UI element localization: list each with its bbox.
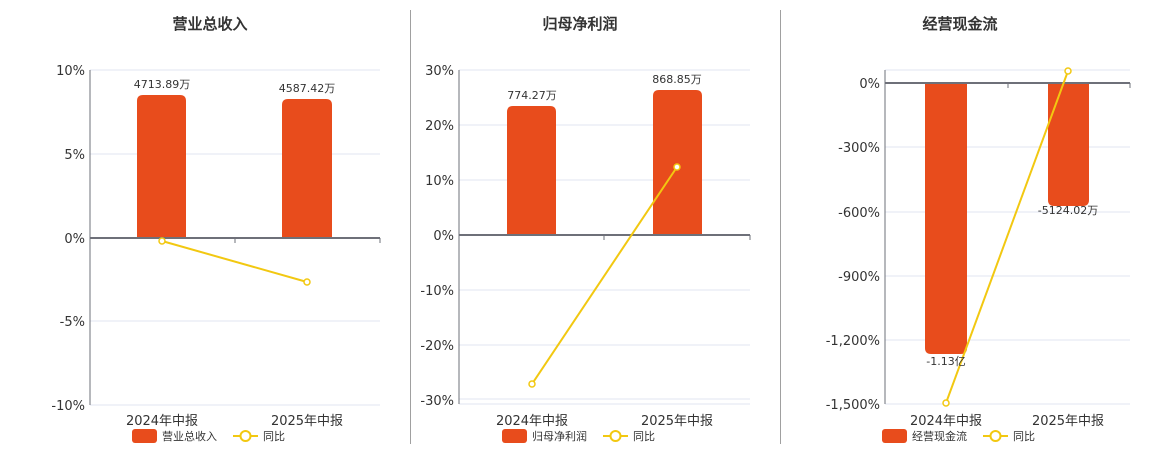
svg-text:30%: 30% — [425, 64, 454, 79]
bar-value-label: 4587.42万 — [279, 82, 336, 95]
yoy-point[interactable] — [673, 163, 681, 171]
chart-title: 营业总收入 — [172, 15, 247, 33]
legend-line-swatch — [609, 430, 622, 442]
svg-text:-10%: -10% — [420, 284, 454, 299]
bar-value-label: -1.13亿 — [926, 355, 965, 368]
yoy-point[interactable] — [1064, 67, 1072, 75]
bar-value-label: 868.85万 — [652, 73, 702, 86]
panel-divider — [410, 10, 411, 444]
bar-2025[interactable] — [1048, 83, 1089, 206]
chart-panel-revenue: 营业总收入 10% 5% 0% -5% -10% 4713.89万 4587.4… — [0, 0, 400, 450]
legend-bar-label: 归母净利润 — [532, 429, 587, 443]
revenue-chart: 营业总收入 10% 5% 0% -5% -10% 4713.89万 4587.4… — [51, 15, 381, 443]
legend[interactable]: 营业总收入 同比 — [132, 429, 285, 443]
svg-text:-30%: -30% — [420, 394, 454, 409]
svg-text:0%: 0% — [433, 229, 454, 244]
chart-panel-net-profit: 归母净利润 30% 20% 10% 0% -10% -20% -30% 774.… — [420, 15, 751, 443]
legend-bar-swatch — [132, 429, 157, 443]
bar-2024[interactable] — [507, 106, 556, 235]
x-category-label: 2025年中报 — [1032, 414, 1104, 429]
y-tick-labels: 30% 20% 10% 0% -10% -20% -30% — [420, 64, 454, 409]
svg-text:0%: 0% — [64, 232, 85, 247]
svg-text:5%: 5% — [64, 148, 85, 163]
net-profit-chart: 归母净利润 30% 20% 10% 0% -10% -20% -30% 774.… — [420, 15, 751, 443]
svg-text:-600%: -600% — [838, 206, 880, 221]
svg-text:0%: 0% — [859, 77, 880, 92]
svg-text:10%: 10% — [56, 64, 85, 79]
svg-text:20%: 20% — [425, 119, 454, 134]
legend[interactable]: 经营现金流 同比 — [882, 429, 1035, 443]
svg-text:-10%: -10% — [51, 399, 85, 414]
yoy-point[interactable] — [528, 380, 536, 388]
bar-2024[interactable] — [925, 83, 967, 354]
legend-bar-swatch — [882, 429, 907, 443]
panel-divider — [780, 10, 781, 444]
legend-bar-label: 经营现金流 — [912, 429, 967, 443]
x-category-label: 2024年中报 — [126, 414, 198, 429]
yoy-point[interactable] — [942, 399, 950, 407]
x-category-label: 2024年中报 — [910, 414, 982, 429]
svg-text:-900%: -900% — [838, 270, 880, 285]
legend-bar-swatch — [502, 429, 527, 443]
legend-line-label: 同比 — [1013, 430, 1035, 443]
yoy-point[interactable] — [303, 278, 311, 286]
legend[interactable]: 归母净利润 同比 — [502, 429, 655, 443]
bar-2025[interactable] — [282, 99, 332, 238]
x-category-label: 2025年中报 — [641, 414, 713, 429]
legend-line-label: 同比 — [633, 430, 655, 443]
x-category-label: 2025年中报 — [271, 414, 343, 429]
svg-text:-5%: -5% — [60, 315, 85, 330]
y-tick-labels: 10% 5% 0% -5% -10% — [51, 64, 85, 414]
yoy-point[interactable] — [158, 237, 166, 245]
bar-2025[interactable] — [653, 90, 702, 235]
svg-text:-1,500%: -1,500% — [826, 398, 880, 413]
legend-line-swatch — [989, 430, 1002, 442]
yoy-line — [945, 70, 1069, 404]
y-tick-labels: 0% -300% -600% -900% -1,200% -1,500% — [826, 77, 880, 413]
yoy-line — [531, 166, 678, 385]
svg-text:-20%: -20% — [420, 339, 454, 354]
chart-title: 归母净利润 — [542, 15, 617, 33]
grid-lines — [90, 69, 380, 406]
bar-2024[interactable] — [137, 95, 186, 238]
svg-text:-300%: -300% — [838, 141, 880, 156]
legend-bar-label: 营业总收入 — [162, 429, 217, 443]
chart-title: 经营现金流 — [922, 15, 997, 33]
bar-value-label: 774.27万 — [507, 89, 557, 102]
legend-line-label: 同比 — [263, 430, 285, 443]
legend-line-swatch — [239, 430, 252, 442]
bar-value-label: -5124.02万 — [1038, 204, 1098, 217]
svg-text:-1,200%: -1,200% — [826, 334, 880, 349]
x-category-label: 2024年中报 — [496, 414, 568, 429]
svg-text:10%: 10% — [425, 174, 454, 189]
yoy-line — [161, 240, 308, 283]
bar-value-label: 4713.89万 — [134, 78, 191, 91]
